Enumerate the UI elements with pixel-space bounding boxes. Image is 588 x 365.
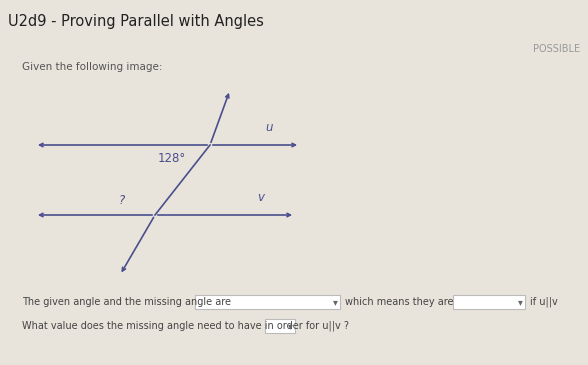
Text: The given angle and the missing angle are: The given angle and the missing angle ar… bbox=[22, 297, 231, 307]
Text: v: v bbox=[257, 191, 264, 204]
Bar bbox=[453, 295, 525, 309]
Text: which means they are: which means they are bbox=[345, 297, 453, 307]
Text: if u||v: if u||v bbox=[530, 297, 558, 307]
Text: POSSIBLE: POSSIBLE bbox=[533, 44, 580, 54]
Text: ▾: ▾ bbox=[288, 321, 293, 331]
Text: U2d9 - Proving Parallel with Angles: U2d9 - Proving Parallel with Angles bbox=[8, 14, 264, 29]
Text: u: u bbox=[265, 121, 272, 134]
Text: ▾: ▾ bbox=[333, 297, 338, 307]
Text: ▾: ▾ bbox=[518, 297, 523, 307]
Text: 128°: 128° bbox=[158, 152, 186, 165]
Bar bbox=[195, 295, 340, 309]
Bar bbox=[265, 319, 295, 333]
Text: What value does the missing angle need to have in order for u||v ?: What value does the missing angle need t… bbox=[22, 321, 349, 331]
Text: ?: ? bbox=[119, 194, 125, 207]
Text: Given the following image:: Given the following image: bbox=[22, 62, 162, 72]
